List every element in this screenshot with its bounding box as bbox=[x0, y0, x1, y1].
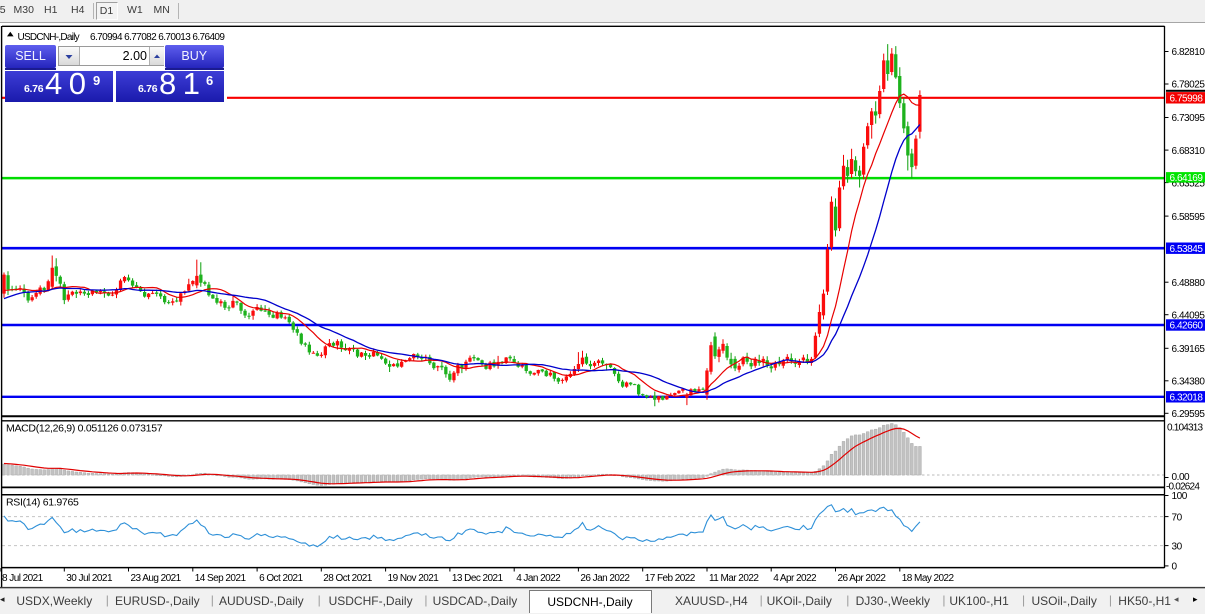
svg-text:18 May 2022: 18 May 2022 bbox=[902, 573, 955, 584]
svg-text:6.78025: 6.78025 bbox=[1172, 80, 1205, 91]
svg-text:100: 100 bbox=[1172, 491, 1188, 502]
svg-text:6.42660: 6.42660 bbox=[1170, 321, 1204, 332]
svg-text:6.29595: 6.29595 bbox=[1172, 409, 1205, 420]
svg-text:6.32018: 6.32018 bbox=[1170, 392, 1204, 403]
svg-text:6.44095: 6.44095 bbox=[1172, 310, 1205, 321]
svg-text:0.00: 0.00 bbox=[1172, 472, 1191, 483]
svg-text:14 Sep 2021: 14 Sep 2021 bbox=[195, 573, 247, 584]
svg-text:23 Aug 2021: 23 Aug 2021 bbox=[131, 573, 182, 584]
svg-text:6.63525: 6.63525 bbox=[1172, 178, 1205, 189]
svg-text:26 Apr 2022: 26 Apr 2022 bbox=[838, 573, 887, 584]
svg-text:19 Nov 2021: 19 Nov 2021 bbox=[388, 573, 440, 584]
svg-text:11 Mar 2022: 11 Mar 2022 bbox=[709, 573, 759, 584]
svg-text:6.75998: 6.75998 bbox=[1170, 93, 1204, 104]
svg-text:6.82810: 6.82810 bbox=[1172, 47, 1205, 58]
svg-text:6.70994 6.77082 6.70013 6.7640: 6.70994 6.77082 6.70013 6.76409 bbox=[90, 32, 225, 43]
svg-text:USDCNH-,Daily: USDCNH-,Daily bbox=[18, 32, 80, 43]
svg-text:MACD(12,26,9) 0.051126 0.07315: MACD(12,26,9) 0.051126 0.073157 bbox=[6, 423, 163, 435]
svg-text:0.104313: 0.104313 bbox=[1167, 423, 1204, 434]
svg-text:6.64169: 6.64169 bbox=[1170, 173, 1204, 184]
svg-text:6 Oct 2021: 6 Oct 2021 bbox=[259, 573, 303, 584]
svg-text:6.53845: 6.53845 bbox=[1170, 244, 1204, 255]
svg-text:26 Jan 2022: 26 Jan 2022 bbox=[580, 573, 630, 584]
svg-text:6.48880: 6.48880 bbox=[1172, 278, 1205, 289]
svg-text:6.58595: 6.58595 bbox=[1172, 212, 1205, 223]
svg-text:4 Jan 2022: 4 Jan 2022 bbox=[516, 573, 561, 584]
svg-text:13 Dec 2021: 13 Dec 2021 bbox=[452, 573, 504, 584]
svg-text:4 Apr 2022: 4 Apr 2022 bbox=[773, 573, 817, 584]
svg-text:70: 70 bbox=[1172, 512, 1183, 523]
svg-text:6.34380: 6.34380 bbox=[1172, 377, 1205, 388]
svg-text:30 Jul 2021: 30 Jul 2021 bbox=[66, 573, 113, 584]
svg-text:8 Jul 2021: 8 Jul 2021 bbox=[2, 573, 44, 584]
svg-text:17 Feb 2022: 17 Feb 2022 bbox=[645, 573, 696, 584]
svg-text:6.68310: 6.68310 bbox=[1172, 146, 1205, 157]
svg-text:-0.02624: -0.02624 bbox=[1166, 481, 1200, 492]
svg-text:30: 30 bbox=[1172, 541, 1183, 552]
svg-text:28 Oct 2021: 28 Oct 2021 bbox=[323, 573, 372, 584]
svg-text:6.73095: 6.73095 bbox=[1172, 113, 1205, 124]
svg-text:0: 0 bbox=[1172, 562, 1178, 573]
svg-text:RSI(14) 61.9765: RSI(14) 61.9765 bbox=[6, 497, 79, 509]
svg-text:6.39165: 6.39165 bbox=[1172, 344, 1205, 355]
